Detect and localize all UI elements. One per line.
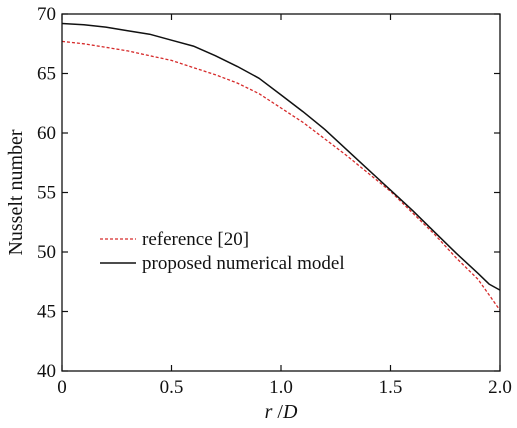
x-tick-label: 0: [57, 377, 67, 398]
x-axis-var: r: [265, 401, 273, 423]
plot-layer: [61, 22, 501, 311]
x-tick-label: 1.5: [379, 377, 403, 398]
legend-label-proposed: proposed numerical model: [142, 253, 345, 274]
y-tick-label: 45: [37, 302, 56, 323]
y-tick-label: 55: [37, 183, 56, 204]
legend: reference [20] proposed numerical model: [100, 229, 345, 274]
y-tick-label: 65: [37, 64, 56, 85]
x-tick-label: 1.0: [269, 377, 293, 398]
y-tick-label: 70: [37, 4, 56, 25]
x-axis-sep: /: [272, 401, 283, 423]
series-line-reference: [61, 40, 501, 311]
y-tick-label: 40: [37, 361, 56, 382]
ticks-layer: 0 0.5 1.0 1.5 2.0 40 45 50 55 60 65 70: [37, 4, 512, 398]
x-axis-den: D: [282, 401, 298, 423]
y-tick-label: 50: [37, 242, 56, 263]
y-axis-title: Nusselt number: [5, 129, 27, 255]
series-line-proposed: [61, 22, 501, 291]
y-tick-label: 60: [37, 123, 56, 144]
x-tick-label: 2.0: [488, 377, 512, 398]
legend-label-reference: reference [20]: [142, 229, 249, 250]
x-axis-title: r /D: [265, 401, 298, 423]
x-tick-label: 0.5: [160, 377, 184, 398]
plot-frame: [61, 13, 501, 372]
